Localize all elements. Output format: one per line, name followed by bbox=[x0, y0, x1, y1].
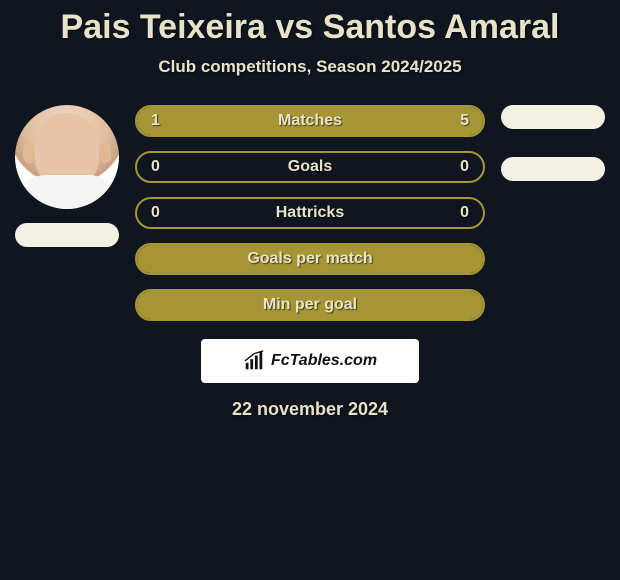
stat-value-right: 5 bbox=[435, 112, 483, 130]
bar-chart-icon bbox=[243, 350, 265, 372]
stat-bar: 1Matches5 bbox=[135, 105, 485, 137]
comparison-panel: 1Matches50Goals00Hattricks0Goals per mat… bbox=[0, 105, 620, 321]
page-title: Pais Teixeira vs Santos Amaral bbox=[0, 0, 620, 47]
stat-value-left: 0 bbox=[137, 204, 185, 222]
stat-value-left: 1 bbox=[137, 112, 185, 130]
stat-bar: 0Goals0 bbox=[135, 151, 485, 183]
stat-label: Min per goal bbox=[185, 296, 435, 314]
stat-value-right: 0 bbox=[435, 158, 483, 176]
left-player-name-pill bbox=[15, 223, 119, 247]
stat-label: Matches bbox=[185, 112, 435, 130]
stat-bar: Goals per match bbox=[135, 243, 485, 275]
stat-label: Goals per match bbox=[185, 250, 435, 268]
stat-label: Goals bbox=[185, 158, 435, 176]
stat-bar: 0Hattricks0 bbox=[135, 197, 485, 229]
stat-value-right: 0 bbox=[435, 204, 483, 222]
branding-badge[interactable]: FcTables.com bbox=[201, 339, 419, 383]
stat-bar: Min per goal bbox=[135, 289, 485, 321]
right-player-name-pill-1 bbox=[501, 105, 605, 129]
left-player-column bbox=[7, 105, 127, 321]
left-player-avatar bbox=[15, 105, 119, 209]
right-player-column bbox=[493, 105, 613, 321]
stat-bars: 1Matches50Goals00Hattricks0Goals per mat… bbox=[135, 105, 485, 321]
stat-value-left: 0 bbox=[137, 158, 185, 176]
date-label: 22 november 2024 bbox=[0, 399, 620, 420]
branding-text: FcTables.com bbox=[271, 352, 377, 370]
stat-label: Hattricks bbox=[185, 204, 435, 222]
right-player-name-pill-2 bbox=[501, 157, 605, 181]
subtitle: Club competitions, Season 2024/2025 bbox=[0, 57, 620, 77]
